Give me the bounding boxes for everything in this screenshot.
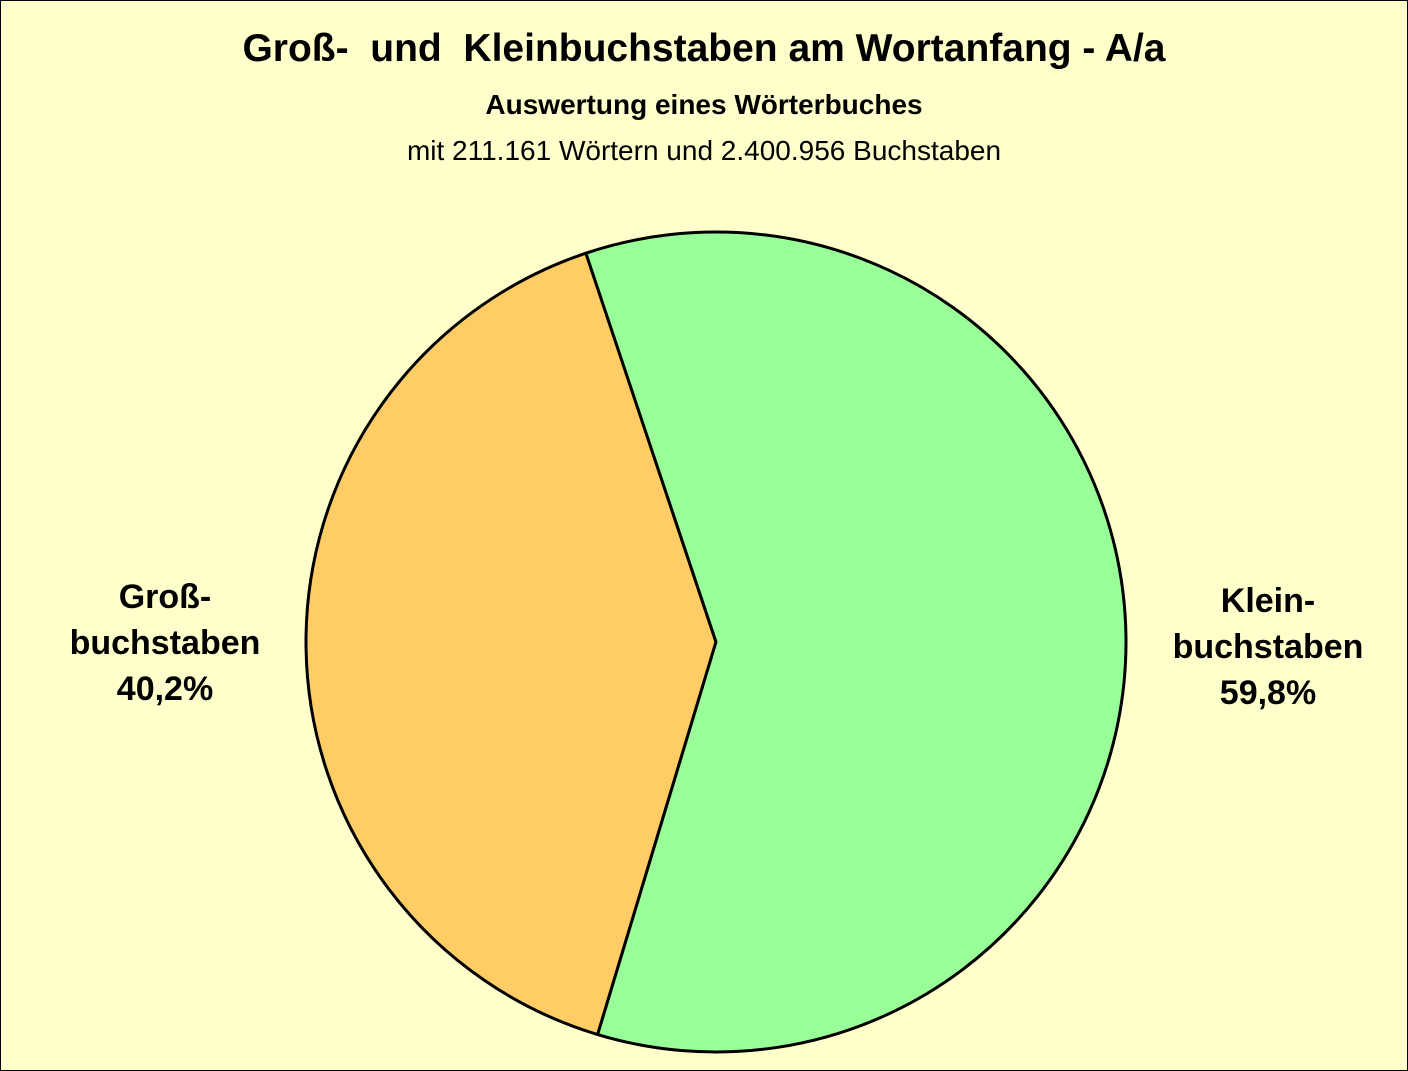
- chart-subtitle-detail: mit 211.161 Wörtern und 2.400.956 Buchst…: [406, 135, 1002, 166]
- chart-title: Groß- und Kleinbuchstaben am Wortanfang …: [242, 27, 1166, 70]
- slice-label-kleinbuchstaben: Klein-buchstaben 59,8%: [1173, 582, 1364, 712]
- slice-label-großbuchstaben: Groß-buchstaben 40,2%: [70, 578, 261, 708]
- chart-subtitle: Auswertung eines Wörterbuches: [485, 89, 923, 120]
- pie-slice-kleinbuchstaben: [584, 230, 1128, 1054]
- pie-slice-großbuchstaben: [304, 251, 718, 1037]
